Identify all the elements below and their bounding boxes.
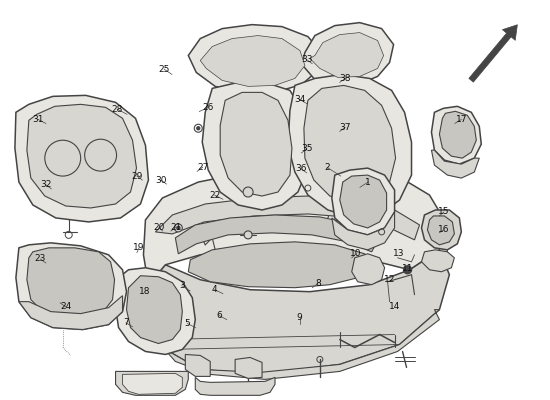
Polygon shape — [220, 92, 292, 196]
Text: 13: 13 — [393, 249, 404, 258]
Polygon shape — [148, 250, 449, 374]
Polygon shape — [439, 111, 476, 158]
Polygon shape — [19, 296, 123, 330]
Text: 12: 12 — [384, 275, 396, 284]
Polygon shape — [27, 104, 136, 208]
Text: 36: 36 — [295, 164, 307, 174]
Circle shape — [243, 187, 253, 197]
Text: 23: 23 — [35, 254, 46, 264]
Text: 38: 38 — [339, 74, 351, 83]
Polygon shape — [332, 212, 394, 250]
Polygon shape — [310, 32, 383, 78]
Text: 3: 3 — [179, 281, 185, 290]
Polygon shape — [439, 220, 447, 268]
Polygon shape — [431, 106, 481, 164]
Polygon shape — [148, 285, 158, 334]
Text: 33: 33 — [301, 55, 312, 64]
Text: 17: 17 — [455, 115, 467, 124]
Polygon shape — [421, 210, 461, 250]
Text: 37: 37 — [339, 123, 351, 132]
Text: 1: 1 — [365, 178, 371, 186]
Text: 24: 24 — [60, 302, 72, 311]
Text: 16: 16 — [438, 225, 449, 234]
Text: 31: 31 — [32, 115, 44, 124]
Text: 21: 21 — [170, 223, 182, 232]
Text: 28: 28 — [112, 105, 123, 114]
Polygon shape — [427, 216, 454, 245]
Polygon shape — [352, 254, 384, 285]
Polygon shape — [340, 175, 387, 228]
Polygon shape — [175, 215, 380, 254]
Polygon shape — [148, 310, 439, 379]
Polygon shape — [185, 354, 210, 376]
Polygon shape — [421, 250, 454, 272]
Circle shape — [404, 266, 411, 274]
Polygon shape — [302, 23, 394, 86]
Text: 4: 4 — [212, 285, 217, 294]
Text: 15: 15 — [438, 208, 449, 216]
Polygon shape — [431, 150, 479, 178]
Text: 35: 35 — [301, 144, 312, 154]
Polygon shape — [188, 242, 370, 288]
Circle shape — [177, 226, 180, 229]
Text: 22: 22 — [209, 191, 221, 200]
Text: 25: 25 — [158, 65, 170, 74]
Polygon shape — [144, 168, 444, 285]
Text: 20: 20 — [153, 223, 164, 232]
Polygon shape — [15, 95, 148, 222]
Text: 18: 18 — [139, 287, 150, 296]
Text: 34: 34 — [294, 95, 305, 104]
Text: 9: 9 — [297, 313, 302, 322]
Text: 8: 8 — [315, 279, 321, 288]
Polygon shape — [288, 74, 411, 218]
Text: 11: 11 — [402, 264, 414, 273]
Text: 32: 32 — [40, 180, 52, 189]
Polygon shape — [202, 82, 308, 210]
Polygon shape — [304, 85, 395, 202]
Polygon shape — [116, 268, 195, 354]
Circle shape — [174, 224, 182, 232]
Text: 10: 10 — [350, 249, 362, 258]
Polygon shape — [195, 377, 275, 395]
Text: 19: 19 — [133, 243, 145, 252]
Circle shape — [197, 127, 200, 130]
Polygon shape — [116, 372, 188, 395]
Text: 5: 5 — [184, 319, 190, 328]
Text: 14: 14 — [389, 302, 400, 311]
Text: 29: 29 — [131, 172, 142, 180]
Polygon shape — [188, 25, 322, 93]
Text: 30: 30 — [155, 176, 167, 184]
Polygon shape — [16, 243, 127, 330]
Text: 7: 7 — [123, 318, 129, 327]
Text: 6: 6 — [216, 311, 222, 320]
Text: 26: 26 — [202, 103, 214, 112]
Text: 27: 27 — [197, 163, 208, 172]
Circle shape — [244, 231, 252, 239]
Polygon shape — [235, 358, 262, 378]
Polygon shape — [156, 196, 420, 240]
Polygon shape — [123, 373, 182, 394]
Polygon shape — [27, 248, 114, 320]
Text: 2: 2 — [324, 163, 330, 172]
Polygon shape — [200, 36, 305, 86]
Polygon shape — [332, 168, 394, 235]
Polygon shape — [126, 276, 182, 344]
